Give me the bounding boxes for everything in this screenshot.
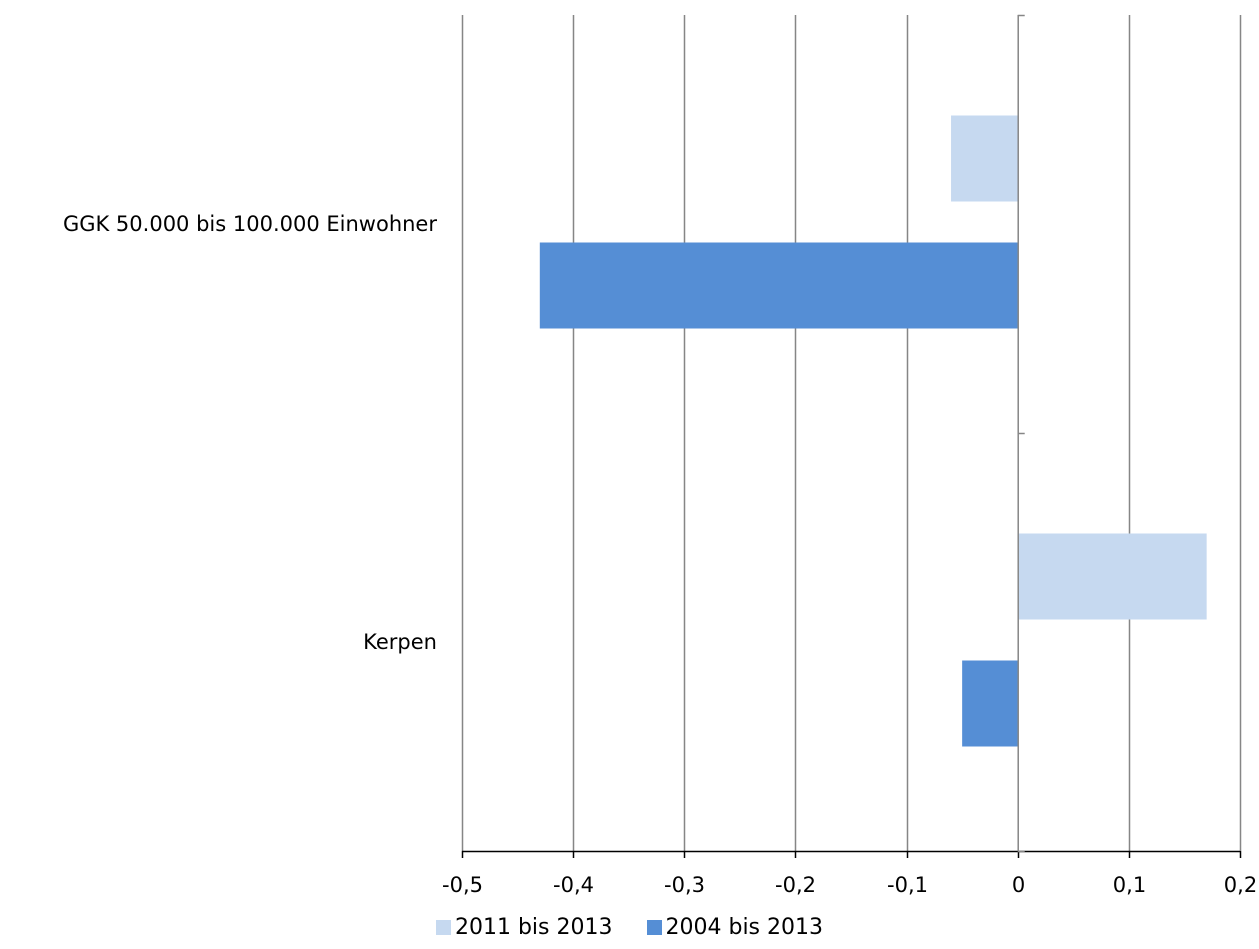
bar-series-2 <box>539 242 1018 329</box>
x-tick-label: -0,4 <box>553 873 594 897</box>
legend-label-series-1: 2011 bis 2013 <box>454 915 613 940</box>
category-label: Kerpen <box>363 630 437 654</box>
legend-item-series-2: 2004 bis 2013 <box>646 915 824 940</box>
category-label: GGK 50.000 bis 100.000 Einwohner <box>63 212 437 236</box>
bar-series-1 <box>951 115 1018 202</box>
x-tick-label: 0,2 <box>1224 873 1257 897</box>
x-tick-label: 0 <box>1012 873 1025 897</box>
legend-swatch-series-1 <box>435 920 451 935</box>
x-tick-label: -0,1 <box>887 873 928 897</box>
bar-series-2 <box>962 660 1018 747</box>
x-tick-labels: -0,5 -0,4 -0,3 -0,2 -0,1 0 0,1 0,2 <box>442 873 1257 897</box>
legend-swatch-series-2 <box>646 920 662 935</box>
x-tick-label: -0,3 <box>664 873 705 897</box>
category-labels: GGK 50.000 bis 100.000 Einwohner Kerpen <box>63 212 437 654</box>
axes <box>461 14 1242 858</box>
x-tick-label: 0,1 <box>1113 873 1146 897</box>
bars <box>539 115 1207 747</box>
legend: 2011 bis 2013 2004 bis 2013 <box>0 915 1259 940</box>
x-tick-label: -0,5 <box>442 873 483 897</box>
legend-item-series-1: 2011 bis 2013 <box>435 915 613 940</box>
x-tick-label: -0,2 <box>775 873 816 897</box>
legend-label-series-2: 2004 bis 2013 <box>665 915 824 940</box>
bar-series-1 <box>1017 533 1207 620</box>
gridlines <box>461 15 1242 851</box>
